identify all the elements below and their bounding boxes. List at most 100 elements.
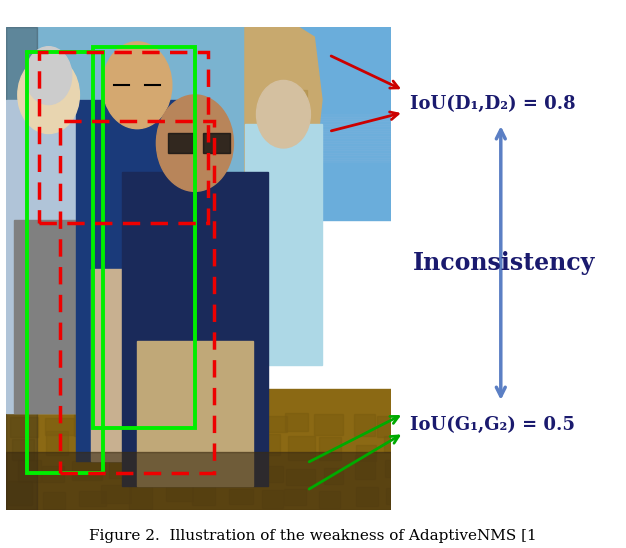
Bar: [140, 412, 168, 429]
Bar: [315, 431, 339, 452]
Bar: [6, 452, 391, 510]
Bar: [379, 453, 409, 477]
Bar: [352, 465, 374, 484]
Bar: [192, 437, 215, 457]
Bar: [291, 90, 307, 124]
Bar: [254, 465, 275, 483]
Bar: [100, 466, 125, 485]
Bar: [6, 155, 391, 158]
Text: IoU(G₁,G₂) = 0.5: IoU(G₁,G₂) = 0.5: [410, 416, 575, 433]
Bar: [14, 220, 83, 413]
Bar: [140, 439, 168, 456]
Bar: [48, 433, 68, 453]
Bar: [232, 434, 258, 452]
Bar: [6, 389, 391, 510]
Bar: [245, 124, 322, 365]
Bar: [6, 136, 391, 138]
Bar: [6, 119, 391, 122]
Bar: [225, 480, 247, 503]
Bar: [223, 411, 247, 433]
Bar: [6, 138, 391, 141]
Polygon shape: [245, 27, 322, 365]
Bar: [7, 480, 26, 501]
Bar: [254, 410, 274, 430]
Bar: [6, 153, 391, 155]
Bar: [7, 409, 27, 433]
Bar: [6, 100, 91, 413]
Bar: [137, 341, 253, 486]
Bar: [6, 27, 37, 510]
Text: Figure 2.  Illustration of the weakness of AdaptiveNMS [1: Figure 2. Illustration of the weakness o…: [89, 528, 537, 543]
Bar: [162, 432, 192, 453]
Bar: [197, 416, 222, 432]
Text: Inconsistency: Inconsistency: [413, 251, 595, 275]
Bar: [6, 27, 245, 220]
Bar: [6, 146, 391, 148]
Bar: [320, 460, 345, 483]
Bar: [352, 481, 372, 504]
Bar: [100, 413, 119, 437]
Bar: [68, 469, 93, 483]
Bar: [103, 479, 130, 502]
Bar: [285, 458, 305, 481]
Bar: [6, 141, 391, 143]
Bar: [319, 415, 342, 434]
Bar: [6, 160, 391, 162]
Bar: [262, 435, 282, 456]
Bar: [230, 461, 257, 479]
Bar: [264, 167, 276, 196]
Bar: [254, 483, 280, 504]
Bar: [73, 418, 95, 435]
Bar: [79, 486, 106, 501]
Bar: [6, 124, 391, 126]
Bar: [6, 150, 391, 153]
Bar: [321, 482, 341, 504]
Bar: [291, 436, 318, 457]
Bar: [6, 114, 391, 117]
Circle shape: [26, 47, 72, 105]
Bar: [285, 404, 308, 428]
Bar: [6, 148, 391, 150]
Bar: [168, 461, 194, 480]
Bar: [6, 131, 391, 134]
Bar: [39, 52, 208, 222]
Bar: [352, 438, 383, 456]
Bar: [38, 464, 58, 484]
Bar: [356, 416, 379, 434]
Bar: [6, 27, 391, 220]
Bar: [76, 100, 199, 461]
Bar: [91, 269, 183, 461]
Bar: [93, 47, 195, 427]
Bar: [299, 244, 310, 269]
Bar: [193, 467, 224, 485]
Bar: [104, 439, 133, 461]
Bar: [168, 134, 195, 153]
Bar: [38, 416, 59, 433]
Bar: [6, 129, 391, 131]
Bar: [275, 124, 295, 148]
Bar: [76, 434, 96, 452]
Bar: [6, 158, 391, 160]
Bar: [43, 481, 65, 504]
Circle shape: [103, 42, 172, 129]
Bar: [28, 52, 103, 473]
Bar: [285, 492, 310, 509]
Bar: [10, 463, 41, 482]
Bar: [193, 484, 214, 503]
Bar: [6, 134, 391, 136]
Bar: [138, 493, 163, 509]
Circle shape: [18, 56, 80, 134]
Bar: [171, 414, 198, 435]
Bar: [6, 117, 391, 119]
Bar: [6, 143, 391, 146]
Bar: [203, 134, 230, 153]
Circle shape: [156, 95, 233, 191]
Bar: [6, 122, 391, 124]
Bar: [6, 126, 391, 129]
Bar: [122, 172, 268, 486]
Bar: [384, 489, 407, 505]
Bar: [161, 483, 190, 504]
Bar: [379, 436, 402, 452]
Bar: [249, 206, 264, 244]
Bar: [381, 416, 402, 437]
